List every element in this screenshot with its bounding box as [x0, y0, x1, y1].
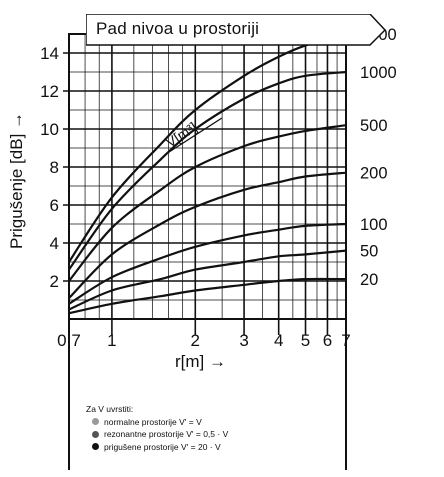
bullet-icon [92, 418, 99, 426]
series-line [68, 277, 347, 315]
y-tick-label: 2 [50, 272, 59, 291]
note-item: rezonantne prostorije V' = 0,5 · V [92, 428, 228, 441]
y-axis-label: Prigušenje [dB] → [7, 111, 26, 249]
y-tick-label: 12 [40, 82, 59, 101]
y-tick-label: 8 [50, 158, 59, 177]
bullet-icon [92, 430, 99, 438]
series-line [68, 222, 347, 305]
note-item: normalne prostorije V' = V [92, 416, 228, 429]
bullet-icon [92, 443, 99, 451]
x-tick-label: 5 [301, 331, 310, 350]
series-label: 100 [360, 216, 388, 234]
y-tick-label: 6 [50, 196, 59, 215]
series-line [68, 171, 347, 299]
series-line [68, 249, 347, 311]
series-line [68, 124, 347, 282]
x-tick-label: 7 [341, 331, 350, 350]
note-item-text: normalne prostorije V' = V [104, 416, 202, 427]
series-label: 500 [360, 117, 388, 135]
x-tick-label: 3 [239, 331, 248, 350]
series-label: 200 [360, 165, 388, 183]
series-label: 50 [360, 243, 378, 261]
note-item-text: prigušene prostorije V' = 20 · V [104, 441, 221, 452]
title-banner [86, 14, 386, 46]
series-label: 1000 [360, 64, 397, 82]
y-tick-label: 10 [40, 120, 59, 139]
x-tick-label: 1 [107, 331, 116, 350]
annotation-arrow [165, 117, 223, 155]
series-line [68, 32, 347, 263]
y-tick-label: 4 [50, 234, 59, 253]
series-label: 20 [360, 271, 378, 289]
x-tick-label: 4 [274, 331, 283, 350]
chart-title: Pad nivoa u prostoriji [96, 19, 260, 38]
note-item: prigušene prostorije V' = 20 · V [92, 441, 228, 454]
note-title: Za V uvrstiti: [86, 404, 134, 414]
y-tick-label: 14 [40, 44, 59, 63]
x-tick-label: 6 [323, 331, 332, 350]
volume-note: Za V uvrstiti: normalne prostorije V' = … [86, 403, 228, 453]
x-tick-label: 0,7 [57, 331, 81, 350]
series-line [68, 70, 347, 271]
note-item-text: rezonantne prostorije V' = 0,5 · V [104, 429, 229, 439]
x-tick-label: 2 [191, 331, 200, 350]
x-axis-label: r[m] → [175, 352, 226, 371]
